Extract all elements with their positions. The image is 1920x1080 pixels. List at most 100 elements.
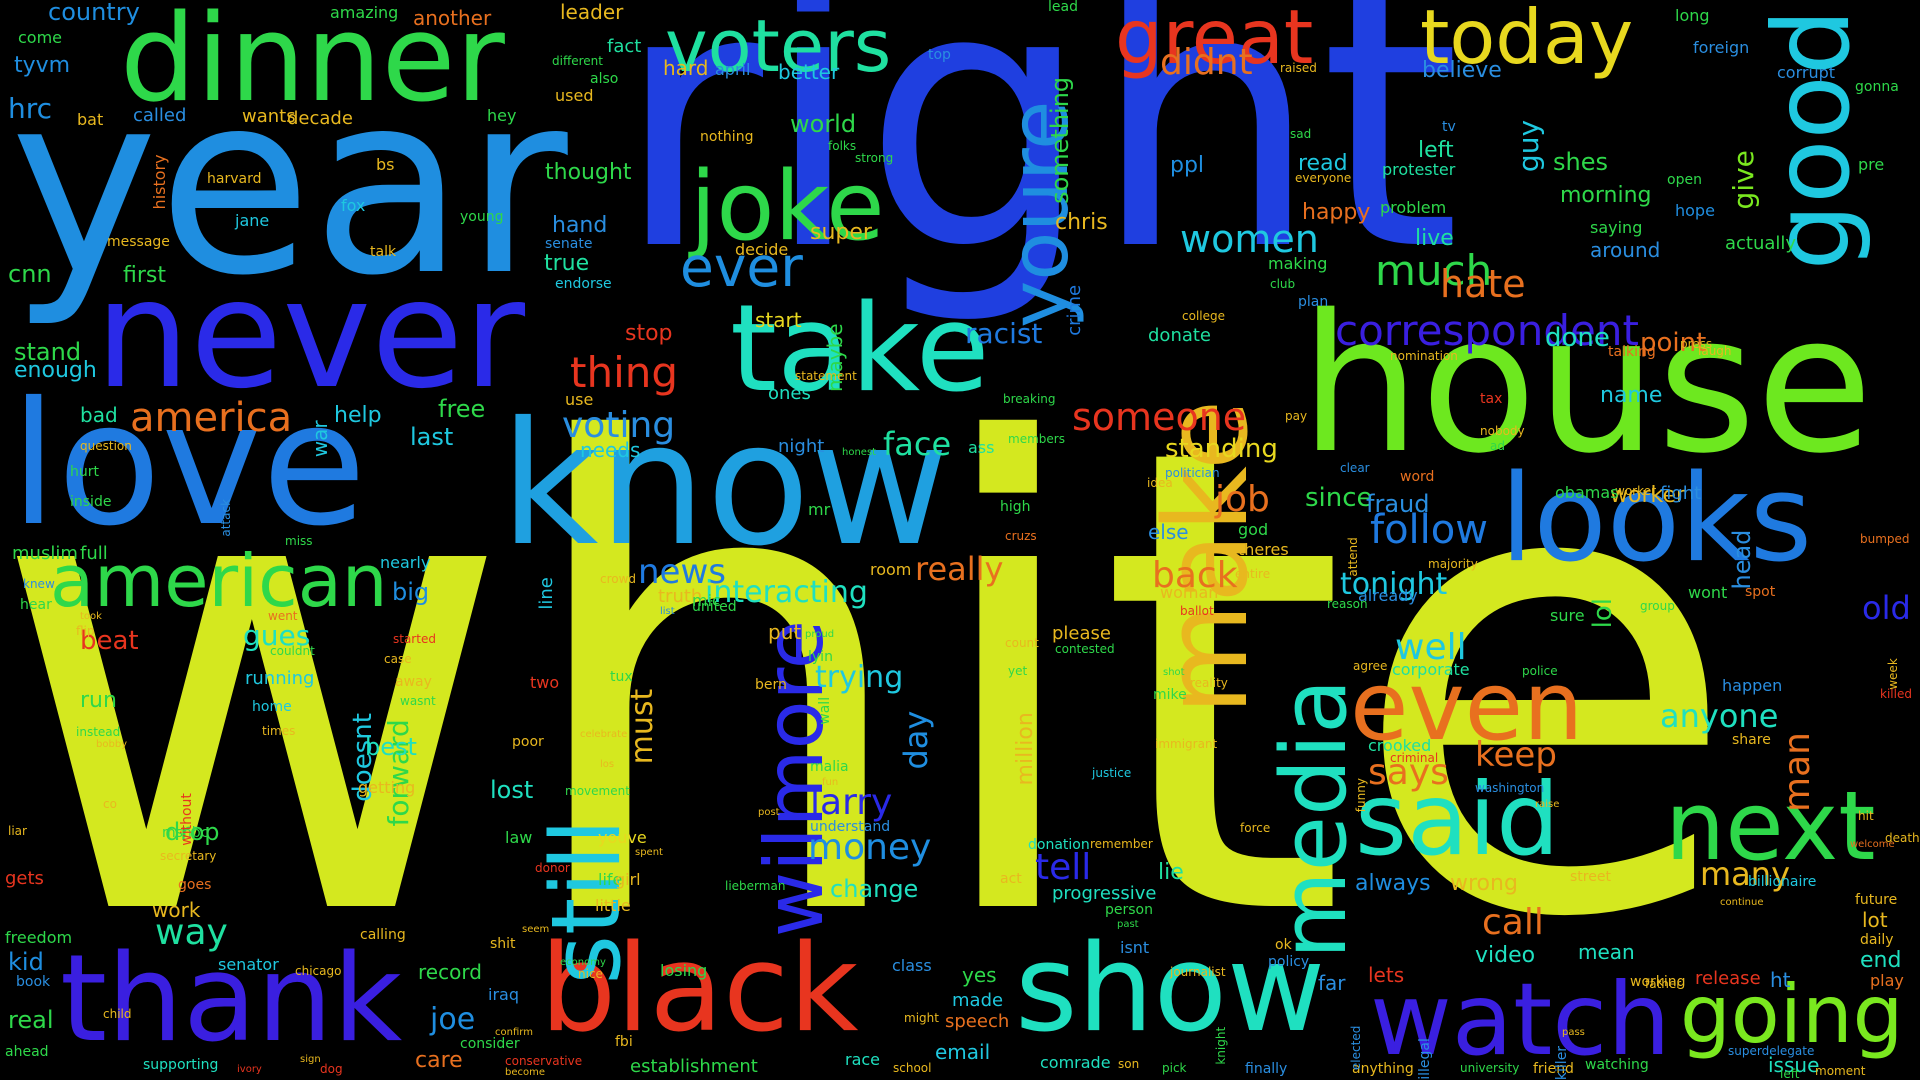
cloud-word-50: says — [1368, 752, 1449, 793]
cloud-word-195: history — [150, 154, 169, 210]
cloud-word-161: real — [8, 1006, 54, 1034]
cloud-word-83: better — [778, 60, 840, 84]
cloud-word-347: hear — [20, 597, 52, 613]
cloud-word-257: nobody — [1480, 424, 1525, 438]
cloud-word-147: big — [392, 578, 430, 606]
cloud-word-337: msnbc — [162, 825, 209, 841]
cloud-word-67: lol — [1588, 598, 1618, 629]
cloud-word-255: word — [1400, 469, 1435, 485]
cloud-word-63: name — [1600, 383, 1663, 408]
cloud-word-265: problem — [1380, 198, 1447, 217]
cloud-word-310: pick — [1162, 1061, 1187, 1075]
cloud-word-165: book — [16, 974, 51, 990]
cloud-word-32: women — [1180, 217, 1319, 261]
cloud-word-85: april — [715, 60, 751, 79]
cloud-word-112: always — [1355, 871, 1431, 896]
cloud-word-200: decide — [735, 240, 789, 259]
cloud-word-37: thing — [570, 348, 679, 397]
cloud-word-251: worker — [1615, 484, 1656, 498]
cloud-word-375: sign — [300, 1054, 321, 1065]
cloud-word-287: plan — [1298, 294, 1329, 310]
cloud-word-353: miss — [285, 534, 313, 548]
cloud-word-335: secretary — [160, 849, 217, 863]
cloud-word-230: police — [1522, 664, 1558, 678]
cloud-word-39: follow — [1370, 507, 1488, 553]
cloud-word-155: run — [80, 688, 117, 713]
cloud-word-2: year — [10, 39, 568, 330]
cloud-word-23: going — [1680, 968, 1904, 1061]
cloud-word-47: tonight — [1340, 567, 1448, 602]
cloud-word-149: free — [438, 395, 486, 423]
cloud-word-224: mike — [1153, 687, 1187, 703]
cloud-word-226: justice — [1092, 766, 1132, 780]
cloud-word-363: proud — [805, 629, 835, 640]
cloud-word-166: supporting — [143, 1057, 219, 1073]
cloud-word-300: ballot — [1180, 604, 1214, 618]
cloud-word-307: journalist — [1170, 965, 1226, 979]
cloud-word-10: black — [540, 920, 859, 1059]
cloud-word-94: night — [778, 436, 825, 457]
cloud-word-340: times — [262, 724, 296, 738]
cloud-word-98: put — [768, 620, 802, 644]
cloud-word-297: entire — [1235, 567, 1271, 581]
cloud-word-374: dog — [320, 1062, 343, 1076]
cloud-word-26: today — [1420, 0, 1634, 81]
cloud-word-240: working — [1630, 974, 1686, 990]
cloud-word-293: politician — [1165, 466, 1220, 480]
cloud-word-60: standing — [1165, 434, 1278, 464]
cloud-word-317: continue — [1720, 897, 1764, 908]
cloud-word-160: kid — [8, 948, 44, 976]
cloud-word-285: everyone — [1295, 171, 1352, 185]
cloud-word-378: liar — [8, 824, 27, 838]
cloud-word-346: took — [80, 611, 102, 622]
cloud-word-243: superdelegate — [1728, 1044, 1815, 1058]
cloud-word-104: already — [1358, 586, 1418, 605]
cloud-word-301: contested — [1055, 642, 1115, 656]
cloud-word-126: comrade — [1040, 1053, 1111, 1072]
cloud-word-189: bs — [376, 155, 395, 174]
cloud-word-355: away — [395, 674, 432, 690]
cloud-word-309: knight — [1214, 1026, 1228, 1065]
cloud-word-100: woman — [1160, 583, 1219, 602]
cloud-word-153: running — [245, 668, 315, 689]
cloud-word-197: endorse — [555, 276, 612, 292]
cloud-word-246: finally — [1245, 1061, 1288, 1077]
cloud-word-174: hrc — [8, 92, 53, 125]
cloud-word-314: killer — [1554, 1045, 1570, 1080]
cloud-word-55: larry — [810, 782, 893, 823]
cloud-word-97: truth — [658, 586, 703, 607]
cloud-word-342: went — [268, 609, 298, 623]
cloud-word-138: record — [418, 960, 482, 984]
cloud-word-136: joe — [430, 1002, 476, 1037]
cloud-word-68: head — [1728, 529, 1756, 590]
cloud-word-359: poor — [512, 734, 544, 750]
cloud-word-362: list — [660, 606, 675, 617]
cloud-word-175: tyvm — [14, 53, 71, 78]
cloud-word-139: iraq — [488, 985, 519, 1004]
cloud-word-99: please — [1052, 623, 1111, 644]
cloud-word-198: senate — [545, 236, 593, 252]
cloud-word-79: something — [1046, 76, 1074, 204]
cloud-word-203: united — [692, 599, 737, 615]
cloud-word-356: wasnt — [400, 694, 436, 708]
cloud-word-31: america — [130, 395, 293, 441]
cloud-word-217: school — [893, 1061, 932, 1075]
cloud-word-339: home — [252, 699, 292, 715]
cloud-word-185: called — [133, 105, 187, 126]
cloud-word-71: shes — [1553, 148, 1608, 176]
cloud-word-191: harvard — [207, 171, 262, 187]
cloud-word-57: tell — [1035, 847, 1092, 888]
cloud-word-121: lets — [1368, 963, 1405, 987]
cloud-word-90: start — [755, 308, 802, 332]
cloud-word-282: strong — [855, 151, 894, 165]
cloud-word-276: long — [1675, 6, 1710, 25]
cloud-word-367: fun — [822, 777, 839, 788]
cloud-word-111: lie — [1158, 860, 1184, 885]
cloud-word-144: getting — [358, 778, 416, 797]
cloud-word-14: good — [1751, 8, 1873, 271]
cloud-word-86: thought — [545, 160, 632, 185]
cloud-word-371: conservative — [505, 1054, 583, 1068]
cloud-word-133: losing — [660, 961, 708, 980]
cloud-word-205: two — [530, 673, 560, 692]
cloud-word-288: making — [1268, 254, 1328, 273]
